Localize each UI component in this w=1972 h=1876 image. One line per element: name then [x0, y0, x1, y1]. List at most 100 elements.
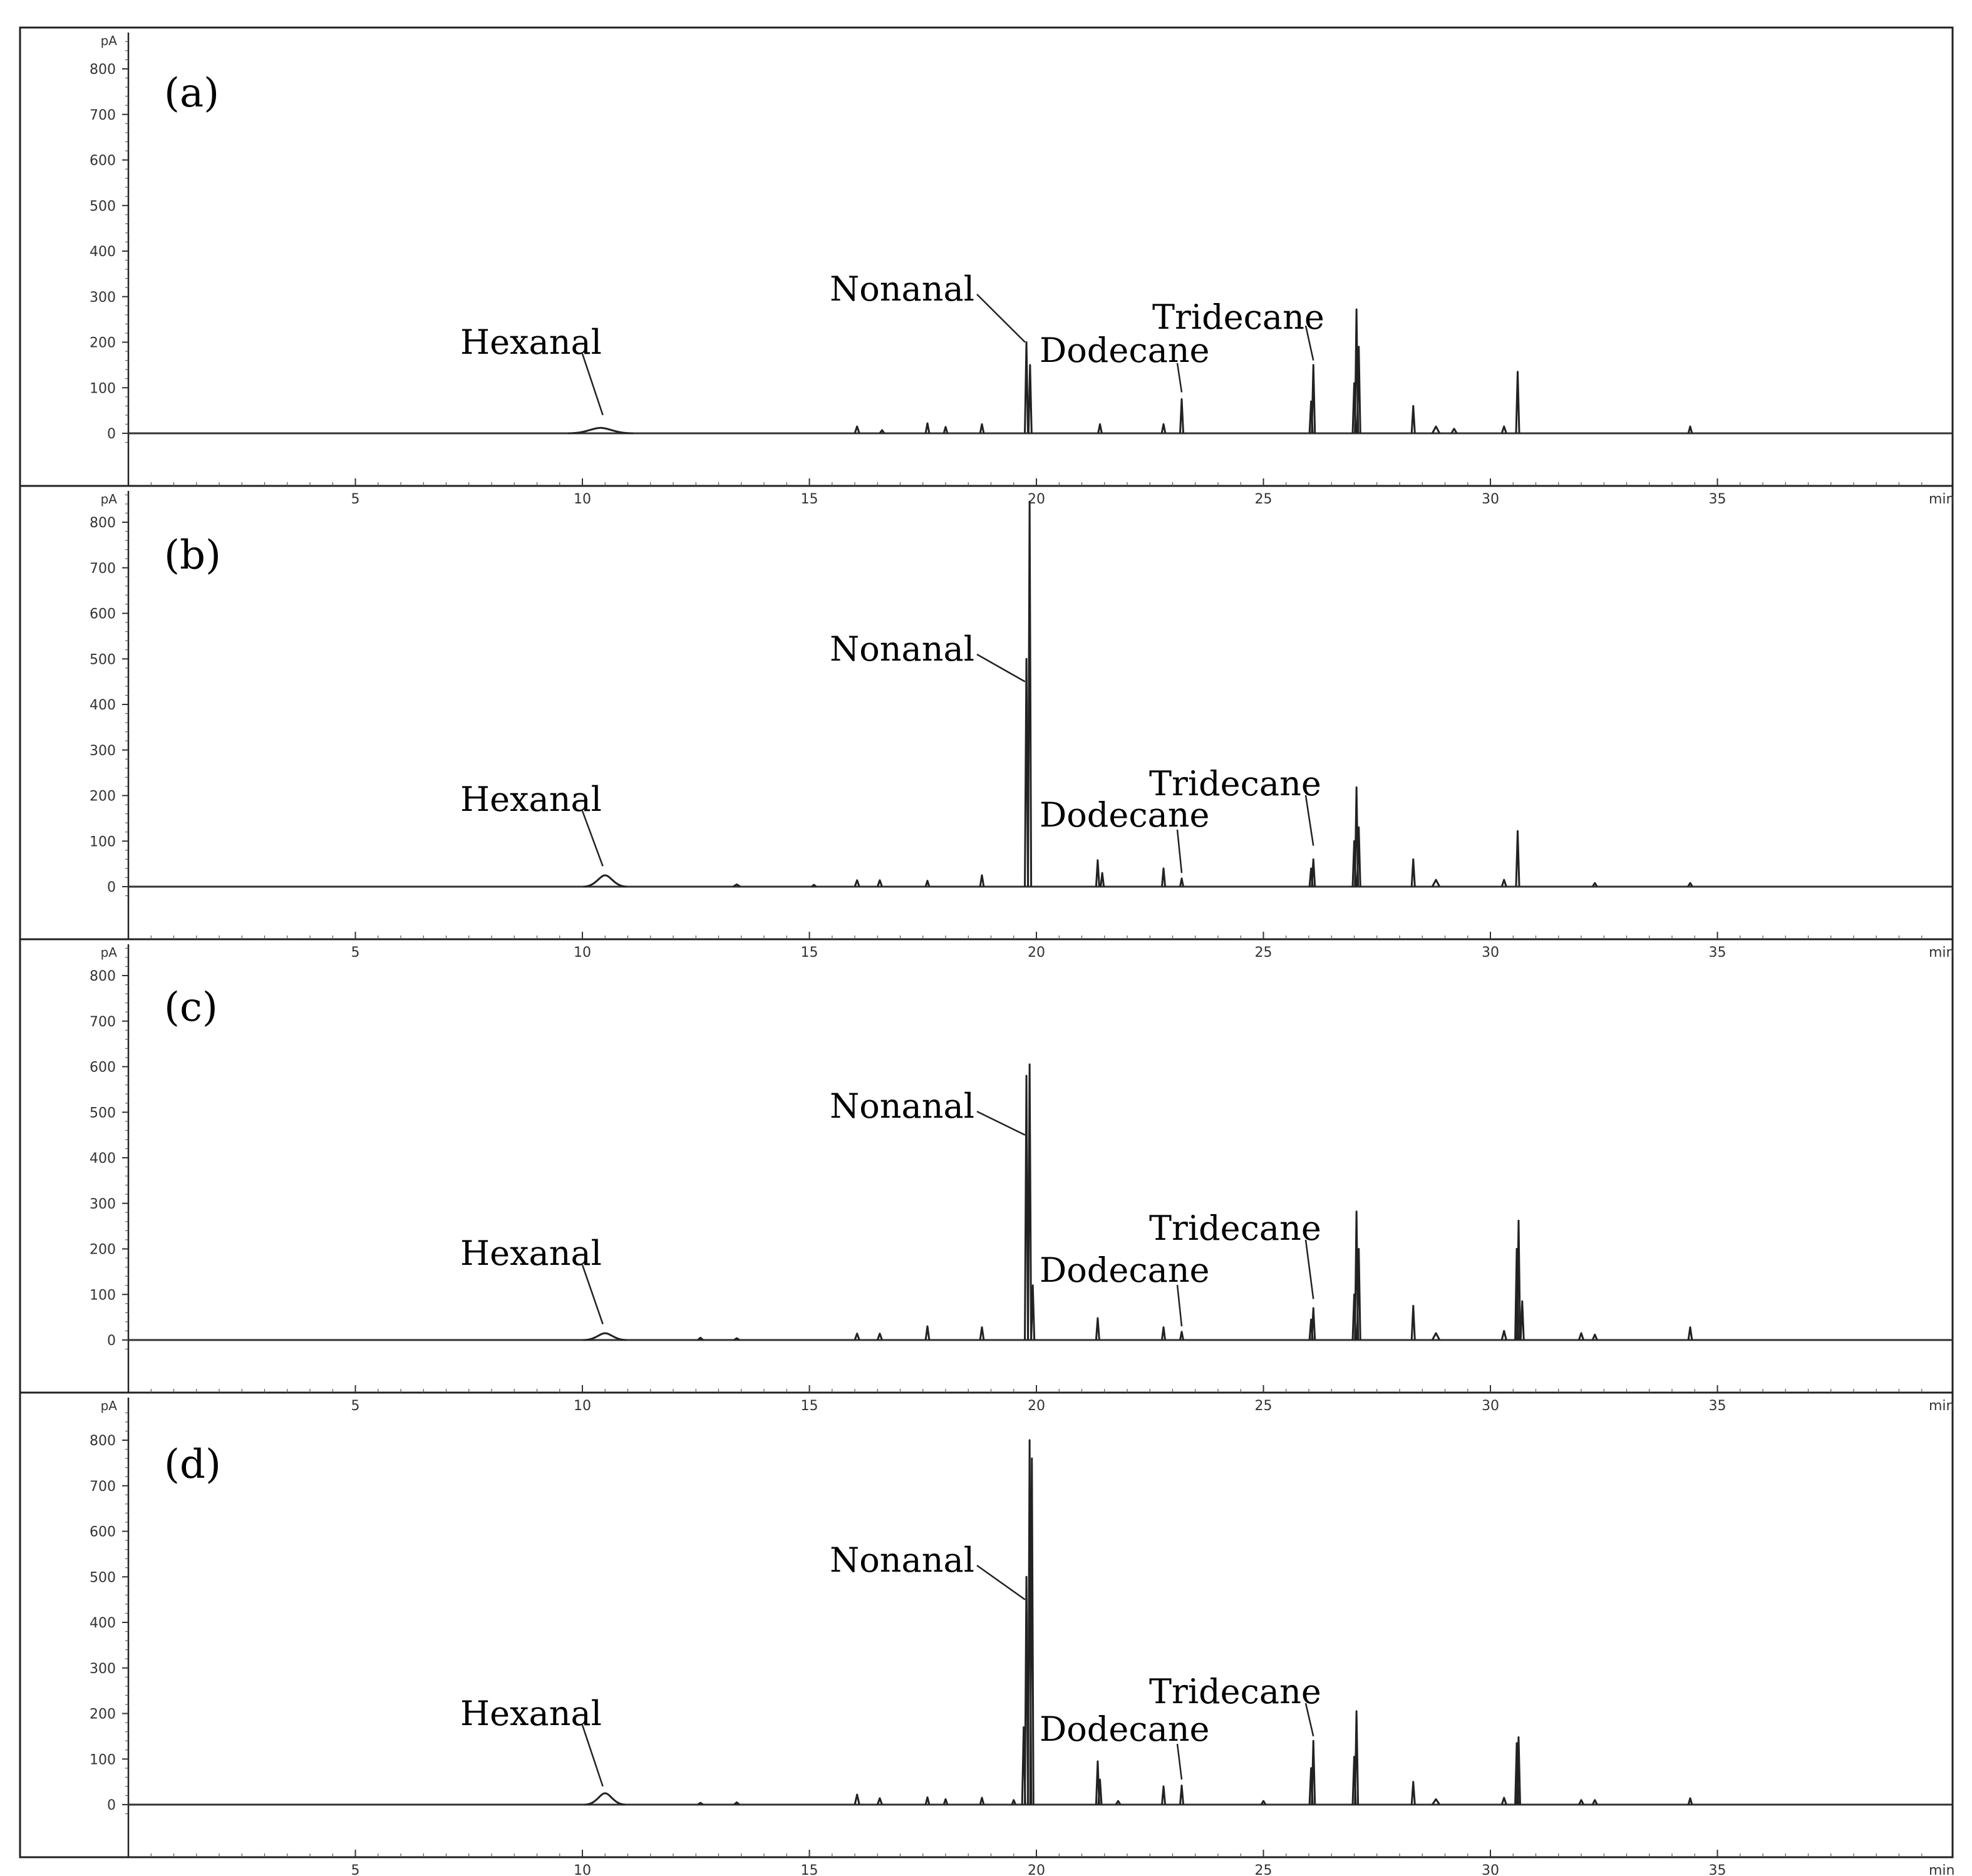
peak-1 — [732, 883, 741, 888]
compound-label-dodecane: Dodecane — [1040, 331, 1210, 370]
peak-4 — [876, 879, 883, 887]
compound-label-hexanal: Hexanal — [460, 322, 602, 362]
peak-24 — [1577, 1332, 1585, 1341]
peak-10 — [1100, 872, 1105, 887]
peak-14 — [1097, 1778, 1103, 1805]
peak-16 — [1160, 1785, 1167, 1805]
peak-4 — [876, 1797, 883, 1805]
y-tick-label: 800 — [90, 62, 116, 78]
peak-2 — [879, 429, 885, 434]
peak-1 — [854, 425, 860, 434]
peak-1 — [697, 1336, 704, 1341]
leader-line-hexanal — [581, 1724, 604, 1787]
peak-10 — [1095, 1317, 1100, 1341]
y-tick-label: 0 — [107, 880, 116, 895]
peak-3 — [854, 1332, 860, 1341]
peak-11 — [1160, 1326, 1167, 1341]
peak-24 — [1431, 1798, 1441, 1805]
y-tick-label: 800 — [90, 515, 116, 531]
peak-3 — [924, 422, 931, 434]
x-unit-label: min — [1929, 945, 1955, 961]
chart-panel-0: 0 100 200 300 400 500 600 700 800 pA 5 10 15 20 25 30 35… — [20, 33, 1955, 507]
peak-21 — [1515, 830, 1520, 887]
y-tick-label: 600 — [90, 1525, 116, 1540]
x-tick-label: 35 — [1709, 492, 1727, 507]
y-tick-label: 200 — [90, 1707, 116, 1723]
compound-label-tridecane: Tridecane — [1152, 297, 1324, 337]
y-tick-label: 500 — [90, 198, 116, 214]
x-tick-label: 10 — [574, 1863, 591, 1876]
peak-4 — [942, 426, 949, 434]
peak-0 — [583, 874, 627, 888]
peak-3 — [854, 879, 860, 887]
panel-label: (d) — [164, 1441, 221, 1488]
peak-8 — [1027, 500, 1033, 887]
compound-label-nonanal: Nonanal — [830, 1540, 974, 1580]
x-tick-label: 15 — [801, 492, 818, 507]
y-tick-label: 500 — [90, 1105, 116, 1121]
peak-20 — [1311, 1739, 1316, 1805]
y-tick-label: 300 — [90, 290, 116, 306]
peak-7 — [1027, 364, 1033, 434]
peak-6 — [942, 1798, 949, 1805]
peak-21 — [1687, 425, 1693, 434]
chart-panel-1: 0 100 200 300 400 500 600 700 800 pA 5 10 15 20 25 30 35… — [20, 491, 1955, 961]
peak-25 — [1591, 1333, 1598, 1341]
peak-22 — [1591, 882, 1598, 887]
peak-14 — [1311, 1307, 1316, 1341]
y-unit-label: pA — [101, 945, 118, 960]
y-tick-label: 700 — [90, 561, 116, 577]
peak-5 — [979, 423, 985, 434]
x-tick-label: 30 — [1482, 945, 1499, 961]
y-tick-label: 100 — [90, 381, 116, 396]
peak-19 — [1500, 425, 1507, 434]
peak-26 — [1687, 1326, 1693, 1341]
peak-0 — [567, 426, 634, 435]
x-tick-label: 35 — [1709, 1863, 1727, 1876]
peak-10 — [1179, 398, 1185, 434]
x-tick-label: 20 — [1028, 1398, 1045, 1414]
y-tick-label: 0 — [107, 1798, 116, 1813]
peak-9 — [1160, 423, 1167, 434]
peak-12 — [1179, 1331, 1185, 1341]
x-tick-label: 15 — [801, 1398, 818, 1414]
peak-8 — [1097, 423, 1103, 434]
peak-9 — [1030, 1284, 1036, 1341]
y-tick-label: 400 — [90, 698, 116, 713]
x-tick-label: 5 — [351, 1863, 360, 1876]
y-unit-label: pA — [101, 33, 118, 48]
leader-line-nonanal — [976, 294, 1026, 343]
x-tick-label: 10 — [574, 945, 591, 961]
peak-23 — [1687, 882, 1693, 887]
chart-panel-3: 0 100 200 300 400 500 600 700 800 pA 5 10 15 20 25 30 35… — [20, 1398, 1955, 1876]
peak-12 — [1029, 1457, 1035, 1805]
y-tick-label: 800 — [90, 969, 116, 984]
x-tick-label: 15 — [801, 945, 818, 961]
peak-7 — [1024, 1075, 1030, 1341]
leader-line-dodecane — [1176, 1743, 1183, 1780]
peak-8 — [1011, 1799, 1017, 1805]
y-tick-label: 0 — [107, 426, 116, 442]
peak-17 — [1431, 425, 1441, 434]
leader-line-nonanal — [976, 1564, 1026, 1600]
x-tick-label: 20 — [1028, 945, 1045, 961]
peak-2 — [733, 1337, 740, 1341]
peak-14 — [1311, 858, 1316, 887]
peak-4 — [876, 1332, 883, 1341]
leader-line-dodecane — [1176, 829, 1183, 874]
y-tick-label: 500 — [90, 1570, 116, 1585]
peak-18 — [1410, 1304, 1416, 1341]
peak-12 — [1179, 877, 1185, 887]
peak-17 — [1179, 1784, 1185, 1805]
x-tick-label: 30 — [1482, 492, 1499, 507]
y-tick-label: 400 — [90, 1616, 116, 1631]
compound-label-dodecane: Dodecane — [1040, 1250, 1210, 1290]
x-tick-label: 25 — [1255, 945, 1273, 961]
peak-6 — [979, 874, 985, 887]
peak-2 — [811, 884, 817, 888]
compound-label-nonanal: Nonanal — [830, 629, 974, 669]
compound-label-hexanal: Hexanal — [460, 1694, 602, 1733]
peak-20 — [1500, 879, 1507, 887]
peak-25 — [1500, 1796, 1507, 1805]
